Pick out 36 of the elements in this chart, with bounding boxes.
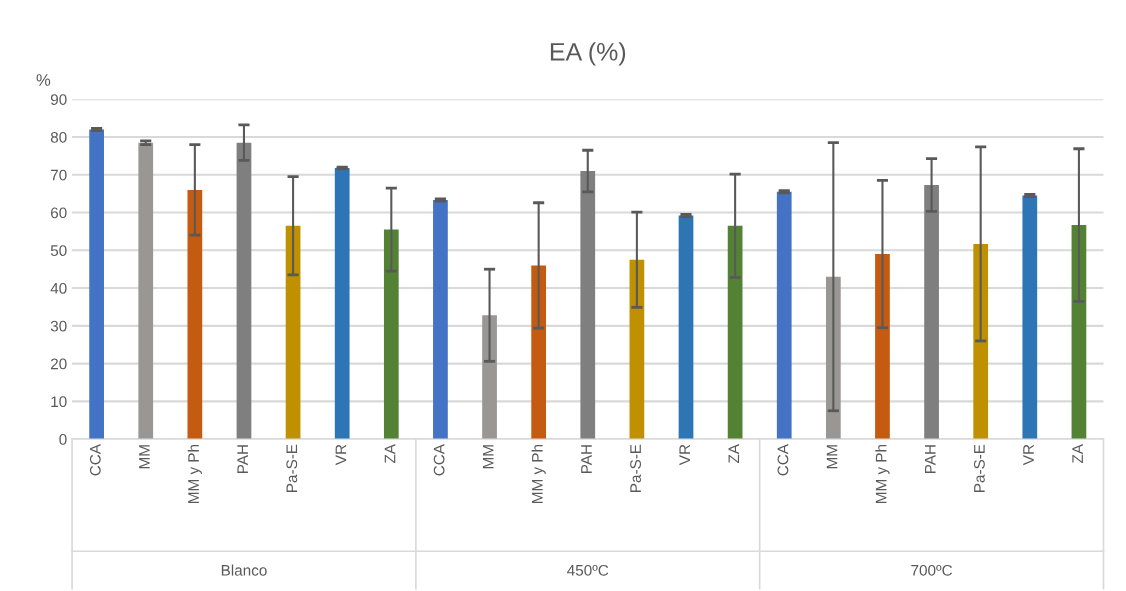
x-tick-label: CCA: [89, 444, 101, 476]
x-tick-label: Pa-S-E: [630, 444, 641, 492]
x-tick-label: ZA: [384, 444, 396, 464]
x-tick-label: MM: [826, 445, 838, 469]
text: 700ºC: [911, 564, 953, 576]
y-tick-label: 50: [50, 245, 67, 257]
text: Blanco: [221, 564, 267, 576]
y-tick-label: 20: [50, 358, 67, 370]
y-tick-label: 80: [50, 131, 67, 143]
y-tick-label: 70: [50, 169, 67, 181]
y-tick-label: 0: [59, 433, 67, 445]
x-tick-label: MM y Ph: [875, 444, 890, 503]
y-tick-label: 10: [51, 396, 67, 408]
y-tick-label: 40: [50, 282, 67, 294]
text: 450ºC: [567, 564, 609, 576]
x-tick-label: Pa-S-E: [286, 444, 298, 492]
x-tick-label: PAH: [237, 445, 248, 474]
y-tick-label: 90: [50, 94, 67, 105]
x-tick-label: PAH: [581, 445, 592, 474]
x-tick-label: MM: [482, 445, 494, 469]
x-tick-label: VR: [335, 444, 347, 466]
x-tick-label: MM y Ph: [187, 444, 202, 503]
y-tick-label: 30: [50, 320, 67, 332]
x-tick-label: VR: [679, 444, 690, 466]
x-tick-label: ZA: [1072, 444, 1083, 464]
x-tick-label: CCA: [433, 444, 445, 476]
x-tick-label: MM y Ph: [531, 444, 546, 503]
x-tick-label: MM: [139, 445, 150, 469]
x-tick-label: CCA: [777, 444, 789, 476]
x-tick-label: VR: [1023, 444, 1034, 466]
y-tick-label: 60: [50, 207, 67, 219]
x-tick-label: PAH: [925, 445, 936, 474]
x-tick-label: Pa-S-E: [973, 444, 985, 492]
x-tick-label: ZA: [728, 444, 740, 464]
chart-title: EA (%): [550, 42, 626, 66]
y-axis-title: %: [36, 74, 51, 86]
